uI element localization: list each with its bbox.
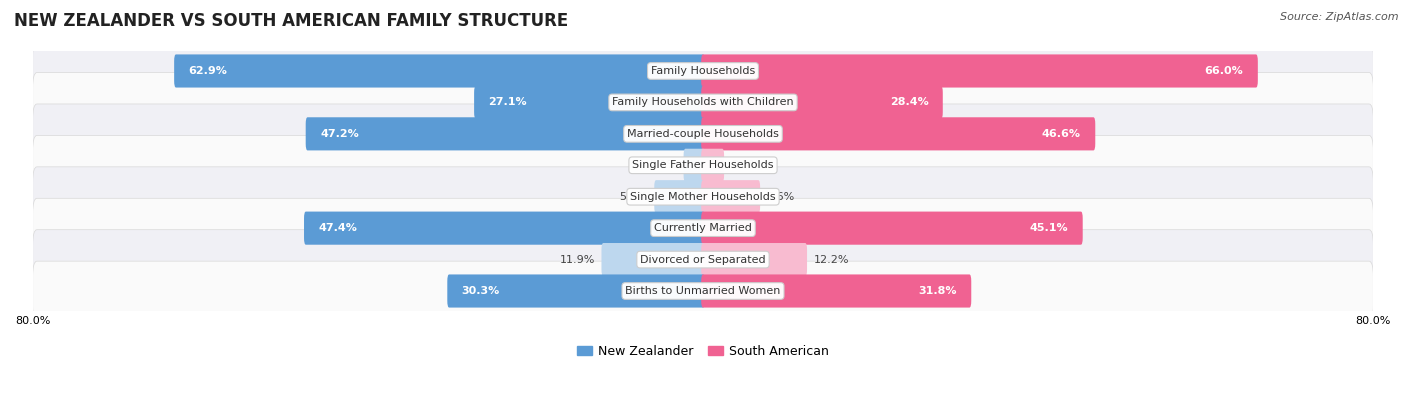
- Text: Single Father Households: Single Father Households: [633, 160, 773, 170]
- FancyBboxPatch shape: [305, 117, 704, 150]
- FancyBboxPatch shape: [32, 198, 1374, 258]
- Text: 2.1%: 2.1%: [648, 160, 678, 170]
- FancyBboxPatch shape: [32, 135, 1374, 195]
- FancyBboxPatch shape: [474, 86, 704, 119]
- Text: 12.2%: 12.2%: [814, 254, 849, 265]
- FancyBboxPatch shape: [32, 41, 1374, 101]
- Text: 46.6%: 46.6%: [1042, 129, 1081, 139]
- FancyBboxPatch shape: [304, 212, 704, 245]
- Text: 47.2%: 47.2%: [321, 129, 359, 139]
- FancyBboxPatch shape: [702, 149, 724, 182]
- Text: 62.9%: 62.9%: [188, 66, 228, 76]
- FancyBboxPatch shape: [702, 212, 1083, 245]
- Text: Divorced or Separated: Divorced or Separated: [640, 254, 766, 265]
- FancyBboxPatch shape: [702, 86, 943, 119]
- Text: 28.4%: 28.4%: [890, 98, 928, 107]
- Text: Family Households: Family Households: [651, 66, 755, 76]
- FancyBboxPatch shape: [174, 55, 704, 88]
- FancyBboxPatch shape: [702, 275, 972, 308]
- FancyBboxPatch shape: [32, 167, 1374, 227]
- FancyBboxPatch shape: [32, 73, 1374, 132]
- FancyBboxPatch shape: [602, 243, 704, 276]
- Text: 45.1%: 45.1%: [1029, 223, 1069, 233]
- Text: 6.6%: 6.6%: [766, 192, 794, 202]
- FancyBboxPatch shape: [447, 275, 704, 308]
- FancyBboxPatch shape: [702, 243, 807, 276]
- Text: 11.9%: 11.9%: [560, 254, 595, 265]
- Text: Currently Married: Currently Married: [654, 223, 752, 233]
- Text: Births to Unmarried Women: Births to Unmarried Women: [626, 286, 780, 296]
- Text: 31.8%: 31.8%: [918, 286, 957, 296]
- Text: NEW ZEALANDER VS SOUTH AMERICAN FAMILY STRUCTURE: NEW ZEALANDER VS SOUTH AMERICAN FAMILY S…: [14, 12, 568, 30]
- FancyBboxPatch shape: [32, 104, 1374, 164]
- FancyBboxPatch shape: [683, 149, 704, 182]
- Text: 27.1%: 27.1%: [488, 98, 527, 107]
- Text: Family Households with Children: Family Households with Children: [612, 98, 794, 107]
- Text: 47.4%: 47.4%: [318, 223, 357, 233]
- FancyBboxPatch shape: [702, 180, 761, 213]
- FancyBboxPatch shape: [702, 117, 1095, 150]
- Legend: New Zealander, South American: New Zealander, South American: [572, 340, 834, 363]
- Text: 5.6%: 5.6%: [620, 192, 648, 202]
- Text: Source: ZipAtlas.com: Source: ZipAtlas.com: [1281, 12, 1399, 22]
- FancyBboxPatch shape: [654, 180, 704, 213]
- FancyBboxPatch shape: [32, 230, 1374, 290]
- FancyBboxPatch shape: [32, 261, 1374, 321]
- FancyBboxPatch shape: [702, 55, 1258, 88]
- Text: Married-couple Households: Married-couple Households: [627, 129, 779, 139]
- Text: 2.3%: 2.3%: [731, 160, 759, 170]
- Text: 66.0%: 66.0%: [1205, 66, 1243, 76]
- Text: Single Mother Households: Single Mother Households: [630, 192, 776, 202]
- Text: 30.3%: 30.3%: [461, 286, 501, 296]
